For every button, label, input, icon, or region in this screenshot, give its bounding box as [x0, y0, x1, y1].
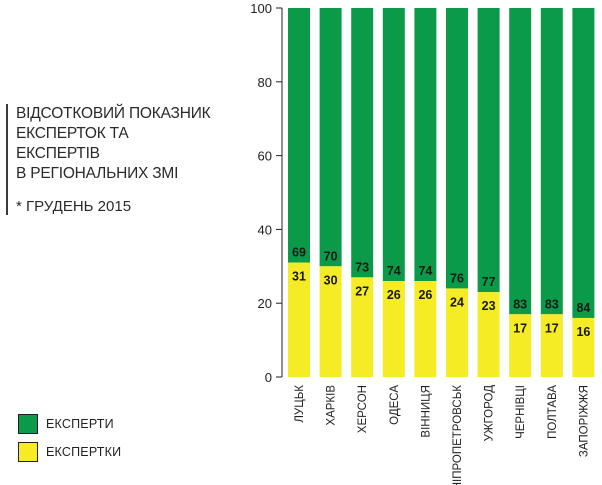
bar-female-experts — [319, 266, 342, 377]
data-label-female-experts: 30 — [324, 273, 338, 287]
data-label-female-experts: 24 — [450, 295, 464, 309]
legend-item-female-experts: ЕКСПЕРТКИ — [18, 442, 121, 462]
data-label-female-experts: 26 — [387, 288, 401, 302]
x-tick-label: УЖГОРОД — [484, 385, 496, 442]
y-tick-label: 60 — [258, 149, 272, 164]
chart-title-block: ВІДСОТКОВИЙ ПОКАЗНИК ЕКСПЕРТОК ТА ЕКСПЕР… — [6, 104, 216, 215]
title-line-2: ЕКСПЕРТОК ТА ЕКСПЕРТІВ — [16, 125, 129, 162]
x-tick-label: ОДЕСА — [389, 385, 401, 425]
x-tick-label: ЛУЦЬК — [294, 385, 306, 423]
y-tick-label: 40 — [258, 222, 272, 237]
bar-female-experts — [414, 281, 437, 377]
data-label-experts: 83 — [545, 297, 559, 311]
x-tick-label: ХЕРСОН — [357, 385, 369, 433]
data-label-experts: 83 — [513, 297, 527, 311]
legend-swatch-experts — [18, 414, 38, 434]
bar-female-experts — [288, 262, 310, 377]
data-label-experts: 74 — [387, 264, 401, 278]
bar-female-experts — [509, 314, 532, 377]
y-tick-label: 20 — [258, 296, 272, 311]
data-label-female-experts: 27 — [355, 284, 369, 298]
legend: ЕКСПЕРТИ ЕКСПЕРТКИ — [18, 414, 121, 470]
legend-item-experts: ЕКСПЕРТИ — [18, 414, 121, 434]
bar-female-experts — [477, 292, 500, 377]
bar-experts — [319, 8, 342, 267]
title-line-3: В РЕГІОНАЛЬНИХ ЗМІ — [16, 165, 179, 182]
data-label-experts: 70 — [324, 249, 338, 263]
bar-experts — [540, 8, 563, 315]
bar-experts — [509, 8, 532, 315]
y-tick-label: 100 — [250, 1, 272, 16]
bar-experts — [572, 8, 595, 318]
data-label-female-experts: 26 — [418, 288, 432, 302]
data-label-female-experts: 16 — [576, 325, 590, 339]
legend-label-experts: ЕКСПЕРТИ — [46, 417, 114, 431]
data-label-female-experts: 17 — [513, 321, 527, 335]
y-tick-label: 80 — [258, 75, 272, 90]
data-label-experts: 69 — [292, 246, 306, 260]
y-tick-label: 0 — [265, 370, 272, 385]
legend-swatch-female-experts — [18, 442, 38, 462]
bar-female-experts — [351, 277, 374, 377]
bar-female-experts — [446, 288, 468, 377]
data-label-experts: 76 — [450, 271, 464, 285]
bar-experts — [288, 8, 310, 263]
bar-female-experts — [572, 317, 595, 377]
data-label-experts: 77 — [482, 275, 496, 289]
data-label-female-experts: 17 — [545, 321, 559, 335]
x-tick-label: ВІННИЦЯ — [420, 385, 432, 438]
x-tick-label: ПОЛТАВА — [547, 385, 559, 439]
title-line-1: ВІДСОТКОВИЙ ПОКАЗНИК — [16, 105, 211, 122]
x-tick-label: ДНІПРОПЕТРОВСЬК — [452, 385, 464, 485]
x-tick-label: ЗАПОРІЖЖЯ — [578, 385, 590, 457]
bar-experts — [477, 8, 500, 293]
data-label-experts: 84 — [576, 301, 590, 315]
x-tick-label: ЧЕРНІВЦІ — [515, 385, 527, 439]
bar-experts — [351, 8, 374, 278]
bar-experts — [414, 8, 437, 282]
chart-subtitle: * ГРУДЕНЬ 2015 — [16, 198, 132, 215]
x-tick-label: ХАРКІВ — [326, 385, 338, 426]
bar-experts — [446, 8, 468, 289]
bar-female-experts — [382, 281, 405, 377]
legend-label-female-experts: ЕКСПЕРТКИ — [46, 445, 122, 459]
data-label-female-experts: 23 — [482, 299, 496, 313]
data-label-experts: 74 — [418, 264, 432, 278]
data-label-experts: 73 — [355, 260, 369, 274]
data-label-female-experts: 31 — [292, 270, 306, 284]
bar-experts — [382, 8, 405, 282]
bar-female-experts — [540, 314, 563, 377]
